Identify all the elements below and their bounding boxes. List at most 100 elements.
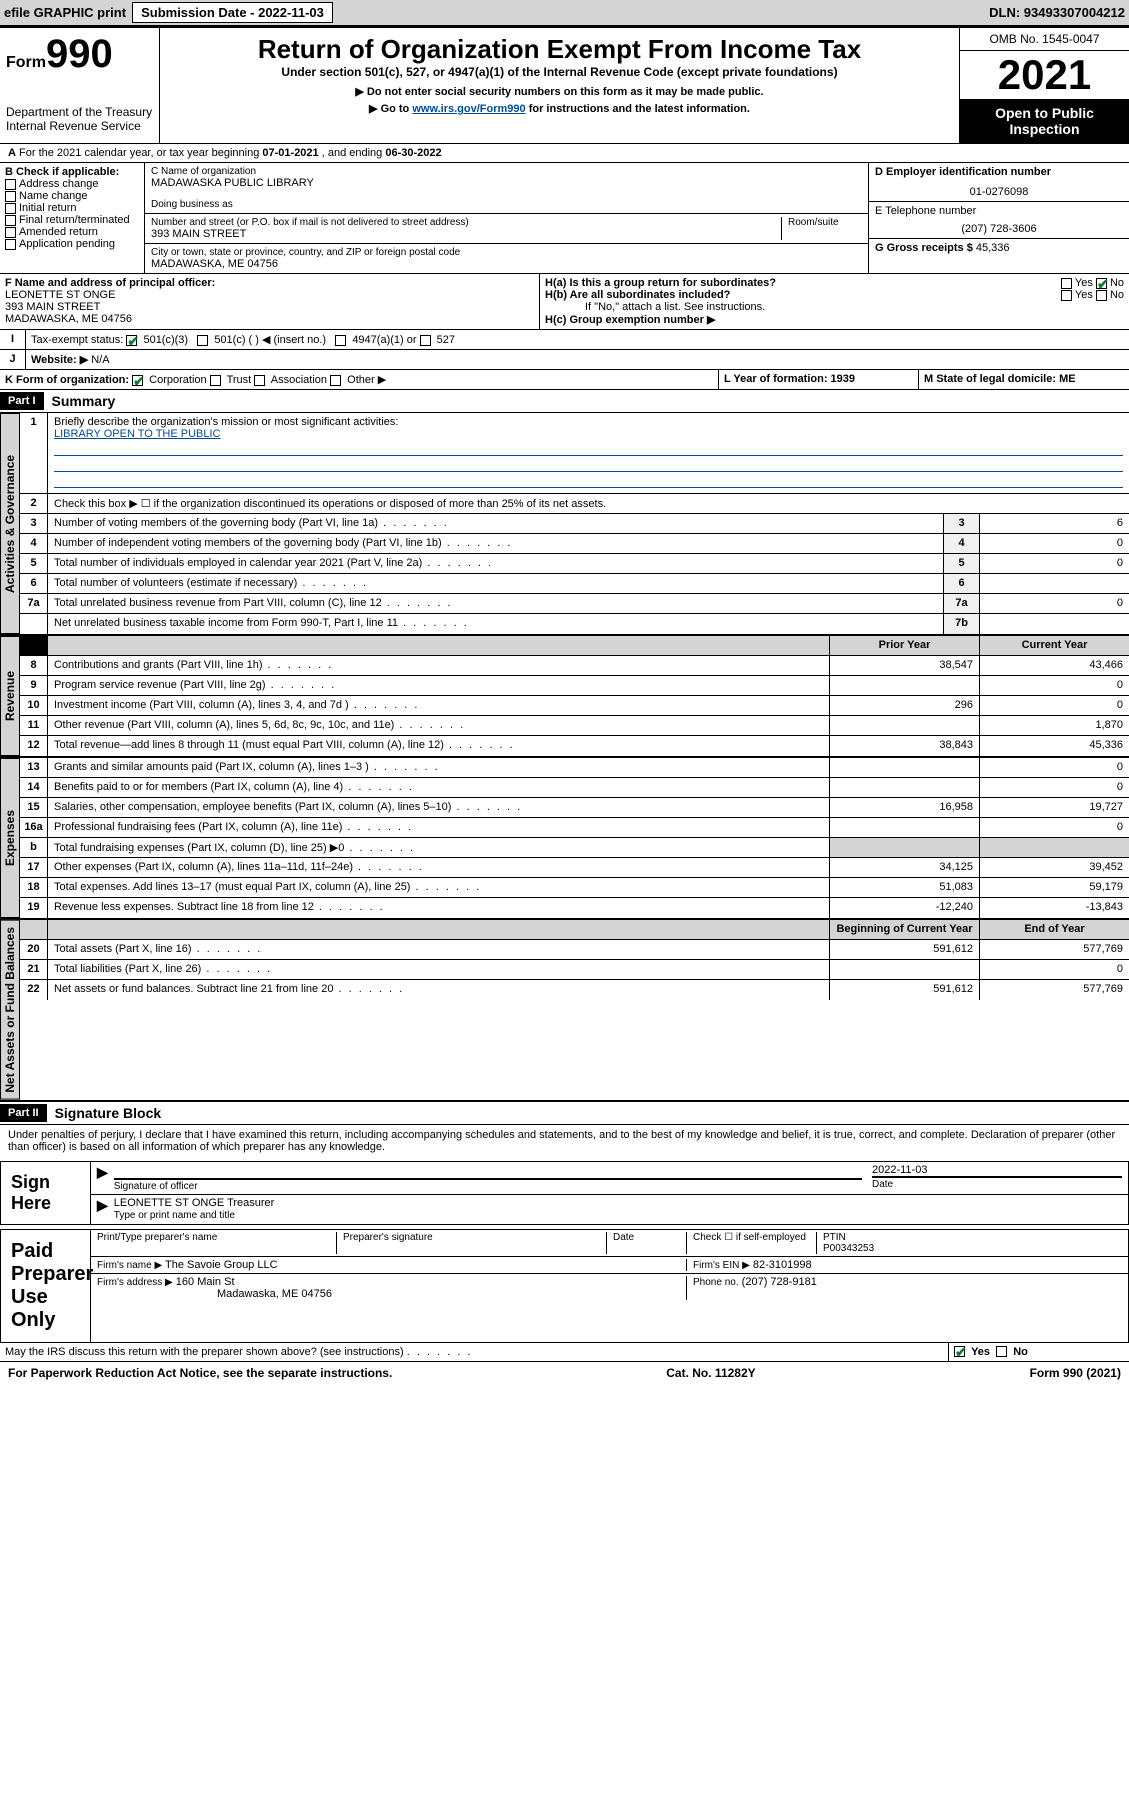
col-b: B Check if applicable: Address change Na… — [0, 163, 145, 273]
cb-501c3[interactable] — [126, 335, 137, 346]
may-irs-no[interactable] — [996, 1346, 1007, 1357]
table-row: 22Net assets or fund balances. Subtract … — [20, 980, 1129, 1000]
revenue-section: Revenue b Prior Year Current Year 8Contr… — [0, 636, 1129, 758]
l-formation: L Year of formation: 1939 — [724, 373, 855, 385]
firm-name: The Savoie Group LLC — [165, 1259, 278, 1271]
cb-4947[interactable] — [335, 335, 346, 346]
subtitle-3: ▶ Go to www.irs.gov/Form990 for instruct… — [166, 102, 953, 115]
col-current: Current Year — [979, 636, 1129, 655]
table-row: 20Total assets (Part X, line 16)591,6125… — [20, 940, 1129, 960]
part1-header-row: Part I Summary — [0, 390, 1129, 413]
hc-label: H(c) Group exemption number ▶ — [545, 314, 715, 326]
hb-no[interactable] — [1096, 290, 1107, 301]
o-4947: 4947(a)(1) or — [352, 334, 416, 346]
preparer-sig-label: Preparer's signature — [337, 1232, 607, 1254]
form-header: Form990 Department of the Treasury Inter… — [0, 28, 1129, 144]
col-end: End of Year — [979, 920, 1129, 939]
col-c: C Name of organization MADAWASKA PUBLIC … — [145, 163, 869, 273]
irs-label: Internal Revenue Service — [6, 119, 153, 133]
row-j: J Website: ▶ N/A — [0, 350, 1129, 370]
preparer-date-label: Date — [607, 1232, 687, 1254]
cb-corp[interactable] — [132, 375, 143, 386]
ptin-label: PTIN — [823, 1232, 846, 1243]
org-name: MADAWASKA PUBLIC LIBRARY — [151, 177, 862, 189]
tab-expenses: Expenses — [0, 758, 20, 918]
l2-label: Check this box ▶ ☐ if the organization d… — [48, 494, 1129, 513]
cb-other[interactable] — [330, 375, 341, 386]
sig-officer-label: Signature of officer — [114, 1181, 198, 1192]
may-irs-yes[interactable] — [954, 1346, 965, 1357]
ein-value: 01-0276098 — [875, 186, 1123, 198]
b-label: B Check if applicable: — [5, 166, 119, 178]
irs-link[interactable]: www.irs.gov/Form990 — [412, 103, 525, 115]
m-domicile: M State of legal domicile: ME — [924, 373, 1076, 385]
hb-yes[interactable] — [1061, 290, 1072, 301]
ha-label: H(a) Is this a group return for subordin… — [545, 277, 776, 289]
opt-address: Address change — [19, 178, 99, 190]
website-value: N/A — [91, 354, 109, 366]
a-begin: 07-01-2021 — [262, 147, 318, 159]
efile-label: efile GRAPHIC print — [4, 5, 126, 20]
checkbox-final[interactable] — [5, 215, 16, 226]
subtitle-2: ▶ Do not enter social security numbers o… — [166, 85, 953, 98]
form-title: Return of Organization Exempt From Incom… — [166, 34, 953, 65]
cb-501c[interactable] — [197, 335, 208, 346]
submission-date-button[interactable]: Submission Date - 2022-11-03 — [132, 2, 333, 23]
o-527: 527 — [437, 334, 455, 346]
yes2: Yes — [1075, 289, 1093, 301]
cb-trust[interactable] — [210, 375, 221, 386]
form-number: 990 — [46, 32, 113, 76]
hb-label: H(b) Are all subordinates included? — [545, 289, 730, 301]
a-end: 06-30-2022 — [385, 147, 441, 159]
firm-addr2: Madawaska, ME 04756 — [97, 1288, 332, 1300]
addr-label: Number and street (or P.O. box if mail i… — [151, 217, 775, 228]
cb-assoc[interactable] — [254, 375, 265, 386]
footer: For Paperwork Reduction Act Notice, see … — [0, 1362, 1129, 1384]
checkbox-pending[interactable] — [5, 239, 16, 250]
subtitle-1: Under section 501(c), 527, or 4947(a)(1)… — [166, 65, 953, 79]
gross-value: 45,336 — [976, 242, 1010, 254]
ha-no[interactable] — [1096, 278, 1107, 289]
checkbox-name-change[interactable] — [5, 191, 16, 202]
ha-yes[interactable] — [1061, 278, 1072, 289]
phone-value: (207) 728-3606 — [875, 223, 1123, 235]
arrow-icon-2: ▶ — [97, 1197, 108, 1221]
table-row: 5Total number of individuals employed in… — [20, 554, 1129, 574]
room-label: Room/suite — [782, 217, 862, 240]
row-i: I Tax-exempt status: 501(c)(3) 501(c) ( … — [0, 330, 1129, 350]
phone-label: E Telephone number — [875, 205, 976, 217]
cb-527[interactable] — [420, 335, 431, 346]
header-mid: Return of Organization Exempt From Incom… — [160, 28, 959, 143]
table-row: 14Benefits paid to or for members (Part … — [20, 778, 1129, 798]
checkbox-amended[interactable] — [5, 227, 16, 238]
sig-date-label: Date — [872, 1179, 893, 1190]
table-row: 21Total liabilities (Part X, line 26)0 — [20, 960, 1129, 980]
col-deg: D Employer identification number 01-0276… — [869, 163, 1129, 273]
street-address: 393 MAIN STREET — [151, 228, 775, 240]
yes3: Yes — [971, 1346, 990, 1358]
paid-preparer-block: Paid Preparer Use Only Print/Type prepar… — [0, 1229, 1129, 1343]
open-public-badge: Open to Public Inspection — [960, 99, 1129, 143]
ein-label: D Employer identification number — [875, 166, 1051, 178]
topbar: efile GRAPHIC print Submission Date - 20… — [0, 0, 1129, 25]
checkbox-initial[interactable] — [5, 203, 16, 214]
table-row: 10Investment income (Part VIII, column (… — [20, 696, 1129, 716]
a-mid: , and ending — [319, 147, 386, 159]
k-label: K Form of organization: — [5, 374, 129, 386]
firm-ein-label: Firm's EIN ▶ — [693, 1260, 750, 1271]
table-row: 16aProfessional fundraising fees (Part I… — [20, 818, 1129, 838]
may-irs-row: May the IRS discuss this return with the… — [0, 1343, 1129, 1362]
gross-label: G Gross receipts $ — [875, 242, 973, 254]
table-row: 8Contributions and grants (Part VIII, li… — [20, 656, 1129, 676]
firm-phone-label: Phone no. — [693, 1277, 739, 1288]
table-row: 17Other expenses (Part IX, column (A), l… — [20, 858, 1129, 878]
opt-amended: Amended return — [19, 226, 98, 238]
checkbox-address-change[interactable] — [5, 179, 16, 190]
no1: No — [1110, 277, 1124, 289]
netassets-section: Net Assets or Fund Balances Beginning of… — [0, 920, 1129, 1102]
omb-number: OMB No. 1545-0047 — [960, 28, 1129, 51]
table-row: 12Total revenue—add lines 8 through 11 (… — [20, 736, 1129, 756]
a-pre: For the 2021 calendar year, or tax year … — [19, 147, 262, 159]
col-beg: Beginning of Current Year — [829, 920, 979, 939]
city-value: MADAWASKA, ME 04756 — [151, 258, 862, 270]
